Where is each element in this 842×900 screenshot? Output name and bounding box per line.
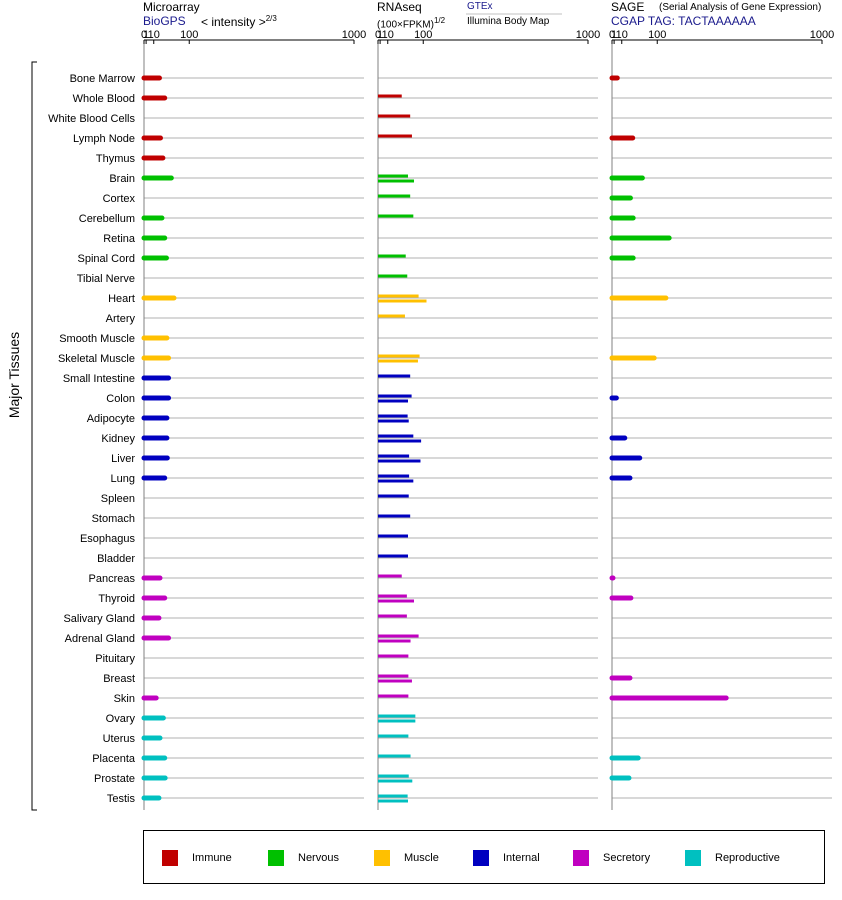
x-tick-label: 0 (375, 29, 381, 41)
tissue-label: Skin (114, 693, 135, 705)
legend-label: Internal (503, 852, 540, 864)
sage-title: SAGE (611, 0, 645, 14)
tissue-label: Retina (103, 233, 136, 245)
rnaseq-unit: (100×FPKM)1/2 (377, 16, 446, 31)
tissue-label: Salivary Gland (63, 613, 135, 625)
tissue-label: Liver (111, 453, 135, 465)
tissue-label: Brain (109, 173, 135, 185)
x-tick-label: 1 (377, 29, 383, 41)
x-tick-label: 1000 (342, 29, 366, 41)
tissue-label: Thymus (96, 153, 136, 165)
legend-label: Muscle (404, 852, 439, 864)
tissue-label: Heart (108, 293, 135, 305)
legend-item-internal: Internal (473, 850, 540, 866)
tissue-label: Bone Marrow (70, 73, 135, 85)
tissue-label: Lymph Node (73, 133, 135, 145)
x-tick-label: 1000 (576, 29, 600, 41)
legend-swatch (374, 850, 390, 866)
tissue-label: Prostate (94, 773, 135, 785)
x-tick-label: 0 (609, 29, 615, 41)
sage-subtitle: (Serial Analysis of Gene Expression) (659, 2, 822, 13)
tissue-label: Uterus (103, 733, 136, 745)
x-tick-label: 10 (616, 29, 628, 41)
microarray-unit: < intensity >2/3 (201, 14, 277, 29)
microarray-title: Microarray (143, 0, 200, 14)
legend-swatch (268, 850, 284, 866)
tissue-label: Spinal Cord (78, 253, 135, 265)
tissue-label: Esophagus (80, 533, 136, 545)
legend-label: Nervous (298, 852, 339, 864)
tissue-label: Whole Blood (73, 93, 135, 105)
legend-swatch (573, 850, 589, 866)
tissue-label: Colon (106, 393, 135, 405)
legend-item-reproductive: Reproductive (685, 850, 780, 866)
tissue-label: Cortex (103, 193, 136, 205)
tissue-label: Bladder (97, 553, 135, 565)
tissue-label: Placenta (92, 753, 136, 765)
tissue-label: Ovary (106, 713, 136, 725)
sage-source: CGAP TAG: TACTAAAAAA (611, 14, 756, 28)
rnaseq-source-illumina: Illumina Body Map (467, 16, 550, 27)
tissue-label: Lung (111, 473, 135, 485)
x-tick-label: 10 (382, 29, 394, 41)
legend: Immune Nervous Muscle Internal Secretory… (143, 830, 825, 884)
legend-item-nervous: Nervous (268, 850, 339, 866)
x-tick-label: 0 (141, 29, 147, 41)
tissue-label: Pancreas (89, 573, 136, 585)
x-tick-label: 1000 (810, 29, 834, 41)
tissue-label: Tibial Nerve (77, 273, 135, 285)
tissue-label: Pituitary (95, 653, 135, 665)
x-tick-label: 100 (648, 29, 666, 41)
tissue-label: Thyroid (98, 593, 135, 605)
tissue-label: Artery (106, 313, 136, 325)
tissue-label: White Blood Cells (48, 113, 135, 125)
x-tick-label: 1 (611, 29, 617, 41)
legend-swatch (473, 850, 489, 866)
tissue-label: Cerebellum (79, 213, 135, 225)
legend-swatch (162, 850, 178, 866)
tissue-bracket (31, 61, 37, 811)
x-tick-label: 100 (180, 29, 198, 41)
tissue-label: Adipocyte (87, 413, 135, 425)
x-tick-label: 100 (414, 29, 432, 41)
tissue-label: Stomach (92, 513, 135, 525)
tissue-label: Smooth Muscle (59, 333, 135, 345)
tissue-label: Small Intestine (63, 373, 135, 385)
tissue-label: Adrenal Gland (65, 633, 135, 645)
tissue-label: Spleen (101, 493, 135, 505)
x-tick-label: 10 (148, 29, 160, 41)
rnaseq-title: RNAseq (377, 0, 422, 14)
tissue-label: Breast (103, 673, 135, 685)
tissue-label: Skeletal Muscle (58, 353, 135, 365)
legend-label: Secretory (603, 852, 651, 864)
legend-item-muscle: Muscle (374, 850, 439, 866)
legend-label: Reproductive (715, 852, 780, 864)
legend-item-secretory: Secretory (573, 850, 650, 866)
legend-swatch (685, 850, 701, 866)
tissue-label: Kidney (101, 433, 135, 445)
x-tick-label: 1 (143, 29, 149, 41)
legend-label: Immune (192, 852, 232, 864)
tissue-label: Testis (107, 793, 136, 805)
microarray-source: BioGPS (143, 14, 186, 28)
rnaseq-source-gtex: GTEx (467, 1, 493, 12)
legend-item-immune: Immune (162, 850, 232, 866)
